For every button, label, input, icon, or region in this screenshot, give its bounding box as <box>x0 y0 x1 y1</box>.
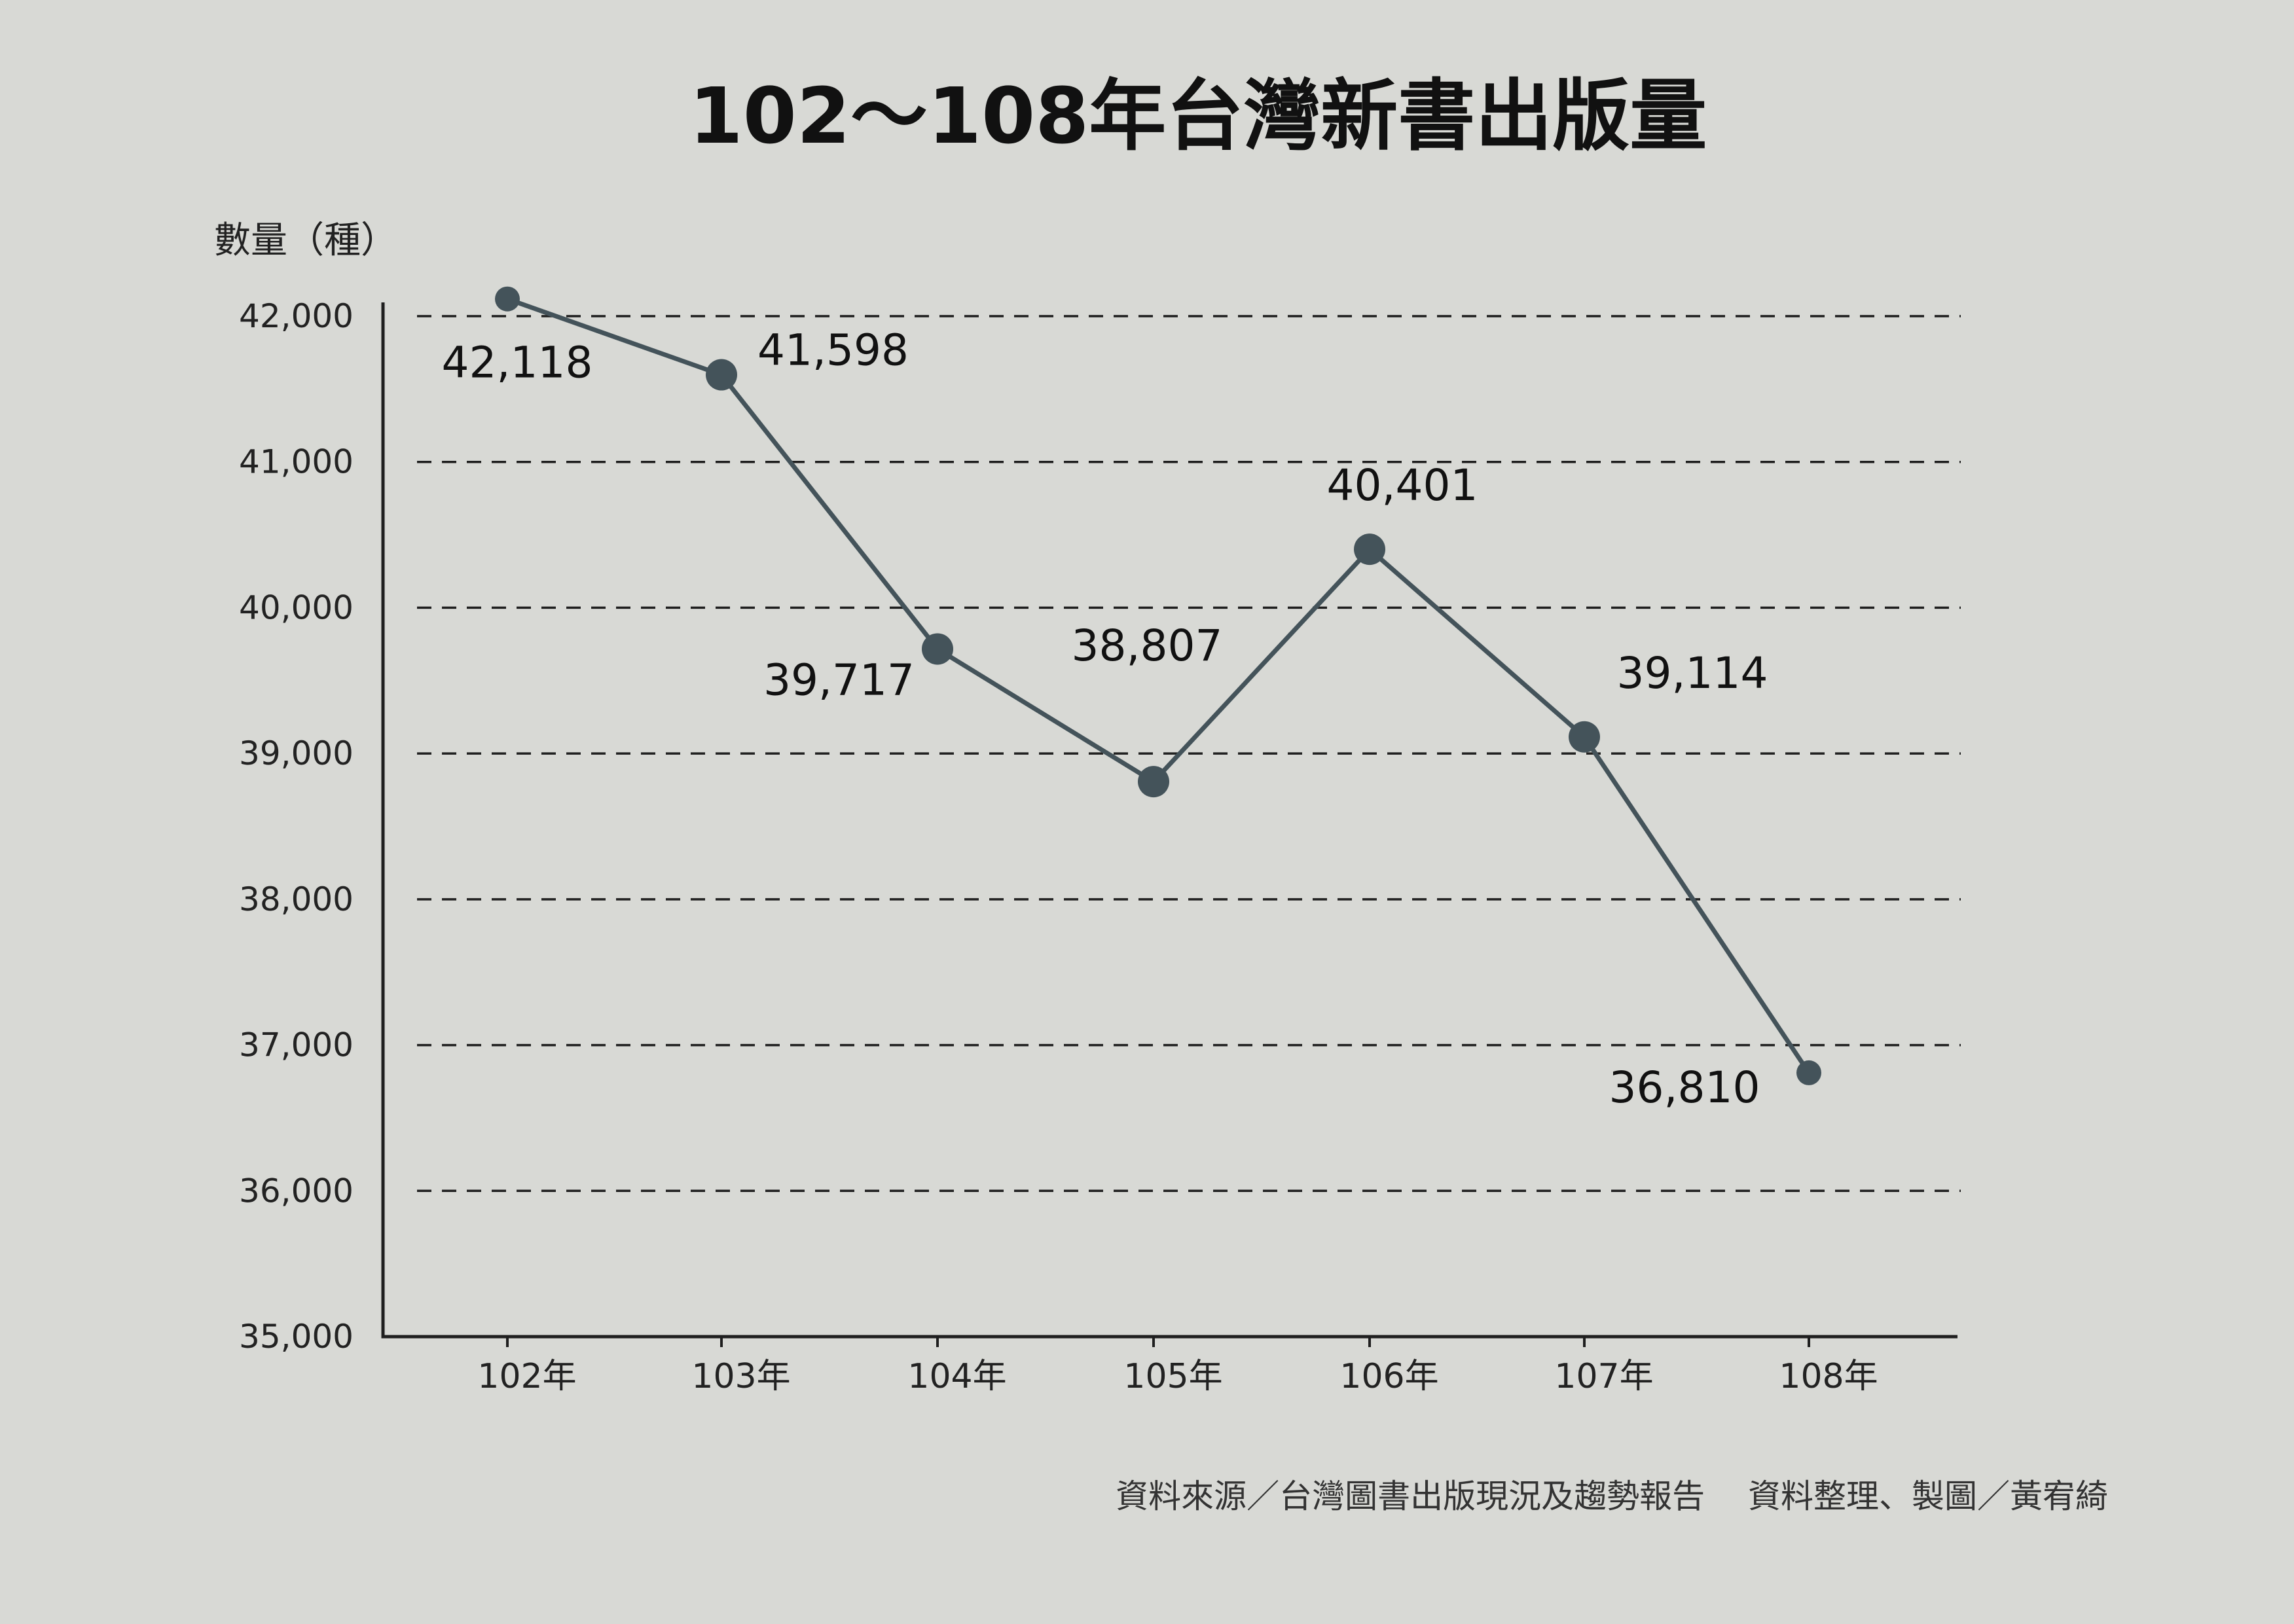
data-label: 36,810 <box>1609 1062 1760 1113</box>
x-tick-label: 104年 <box>907 1357 1006 1396</box>
data-labels: 42,118 41,598 39,717 38,807 40,401 39,114 36,8… <box>442 325 1768 1113</box>
x-axis-ticks: 102年 103年 104年 105年 106年 107年 108年 <box>477 1337 1878 1396</box>
y-tick-label: 36,000 <box>239 1172 354 1210</box>
data-point <box>1569 721 1600 753</box>
data-point <box>1354 533 1385 565</box>
y-axis-label: 數量（種） <box>214 219 397 262</box>
y-tick-label: 39,000 <box>239 734 354 772</box>
data-point <box>922 633 953 664</box>
data-label: 42,118 <box>442 338 593 388</box>
y-tick-label: 38,000 <box>239 880 354 918</box>
y-axis-ticks: 35,000 36,000 37,000 38,000 39,000 40,000 41,0… <box>239 297 354 1356</box>
data-point <box>495 287 520 312</box>
axes <box>383 302 1957 1337</box>
x-tick-label: 105年 <box>1123 1357 1222 1396</box>
data-label: 41,598 <box>757 325 909 376</box>
x-tick-label: 106年 <box>1339 1357 1438 1396</box>
data-label: 40,401 <box>1327 460 1478 511</box>
gridlines <box>417 316 1961 1191</box>
data-label: 38,807 <box>1072 621 1223 671</box>
data-point <box>706 359 737 391</box>
x-tick-label: 107年 <box>1554 1357 1653 1396</box>
data-label: 39,717 <box>763 655 915 705</box>
x-tick-label: 102年 <box>477 1357 576 1396</box>
data-point <box>1138 766 1169 797</box>
source-note: 資料來源／台灣圖書出版現況及趨勢報告 資料整理、製圖／黃宥綺 <box>1116 1477 2108 1515</box>
chart-title: 102～108年台灣新書出版量 <box>689 71 1707 161</box>
x-tick-label: 108年 <box>1779 1357 1878 1396</box>
y-tick-label: 41,000 <box>239 443 354 481</box>
series-line <box>507 299 1809 1073</box>
y-tick-label: 40,000 <box>239 588 354 626</box>
axis-line <box>383 302 1957 1337</box>
data-label: 39,114 <box>1617 648 1768 698</box>
y-tick-label: 35,000 <box>239 1318 354 1356</box>
y-tick-label: 37,000 <box>239 1026 354 1064</box>
data-point <box>1796 1060 1821 1085</box>
y-tick-label: 42,000 <box>239 297 354 335</box>
x-tick-label: 103年 <box>691 1357 790 1396</box>
